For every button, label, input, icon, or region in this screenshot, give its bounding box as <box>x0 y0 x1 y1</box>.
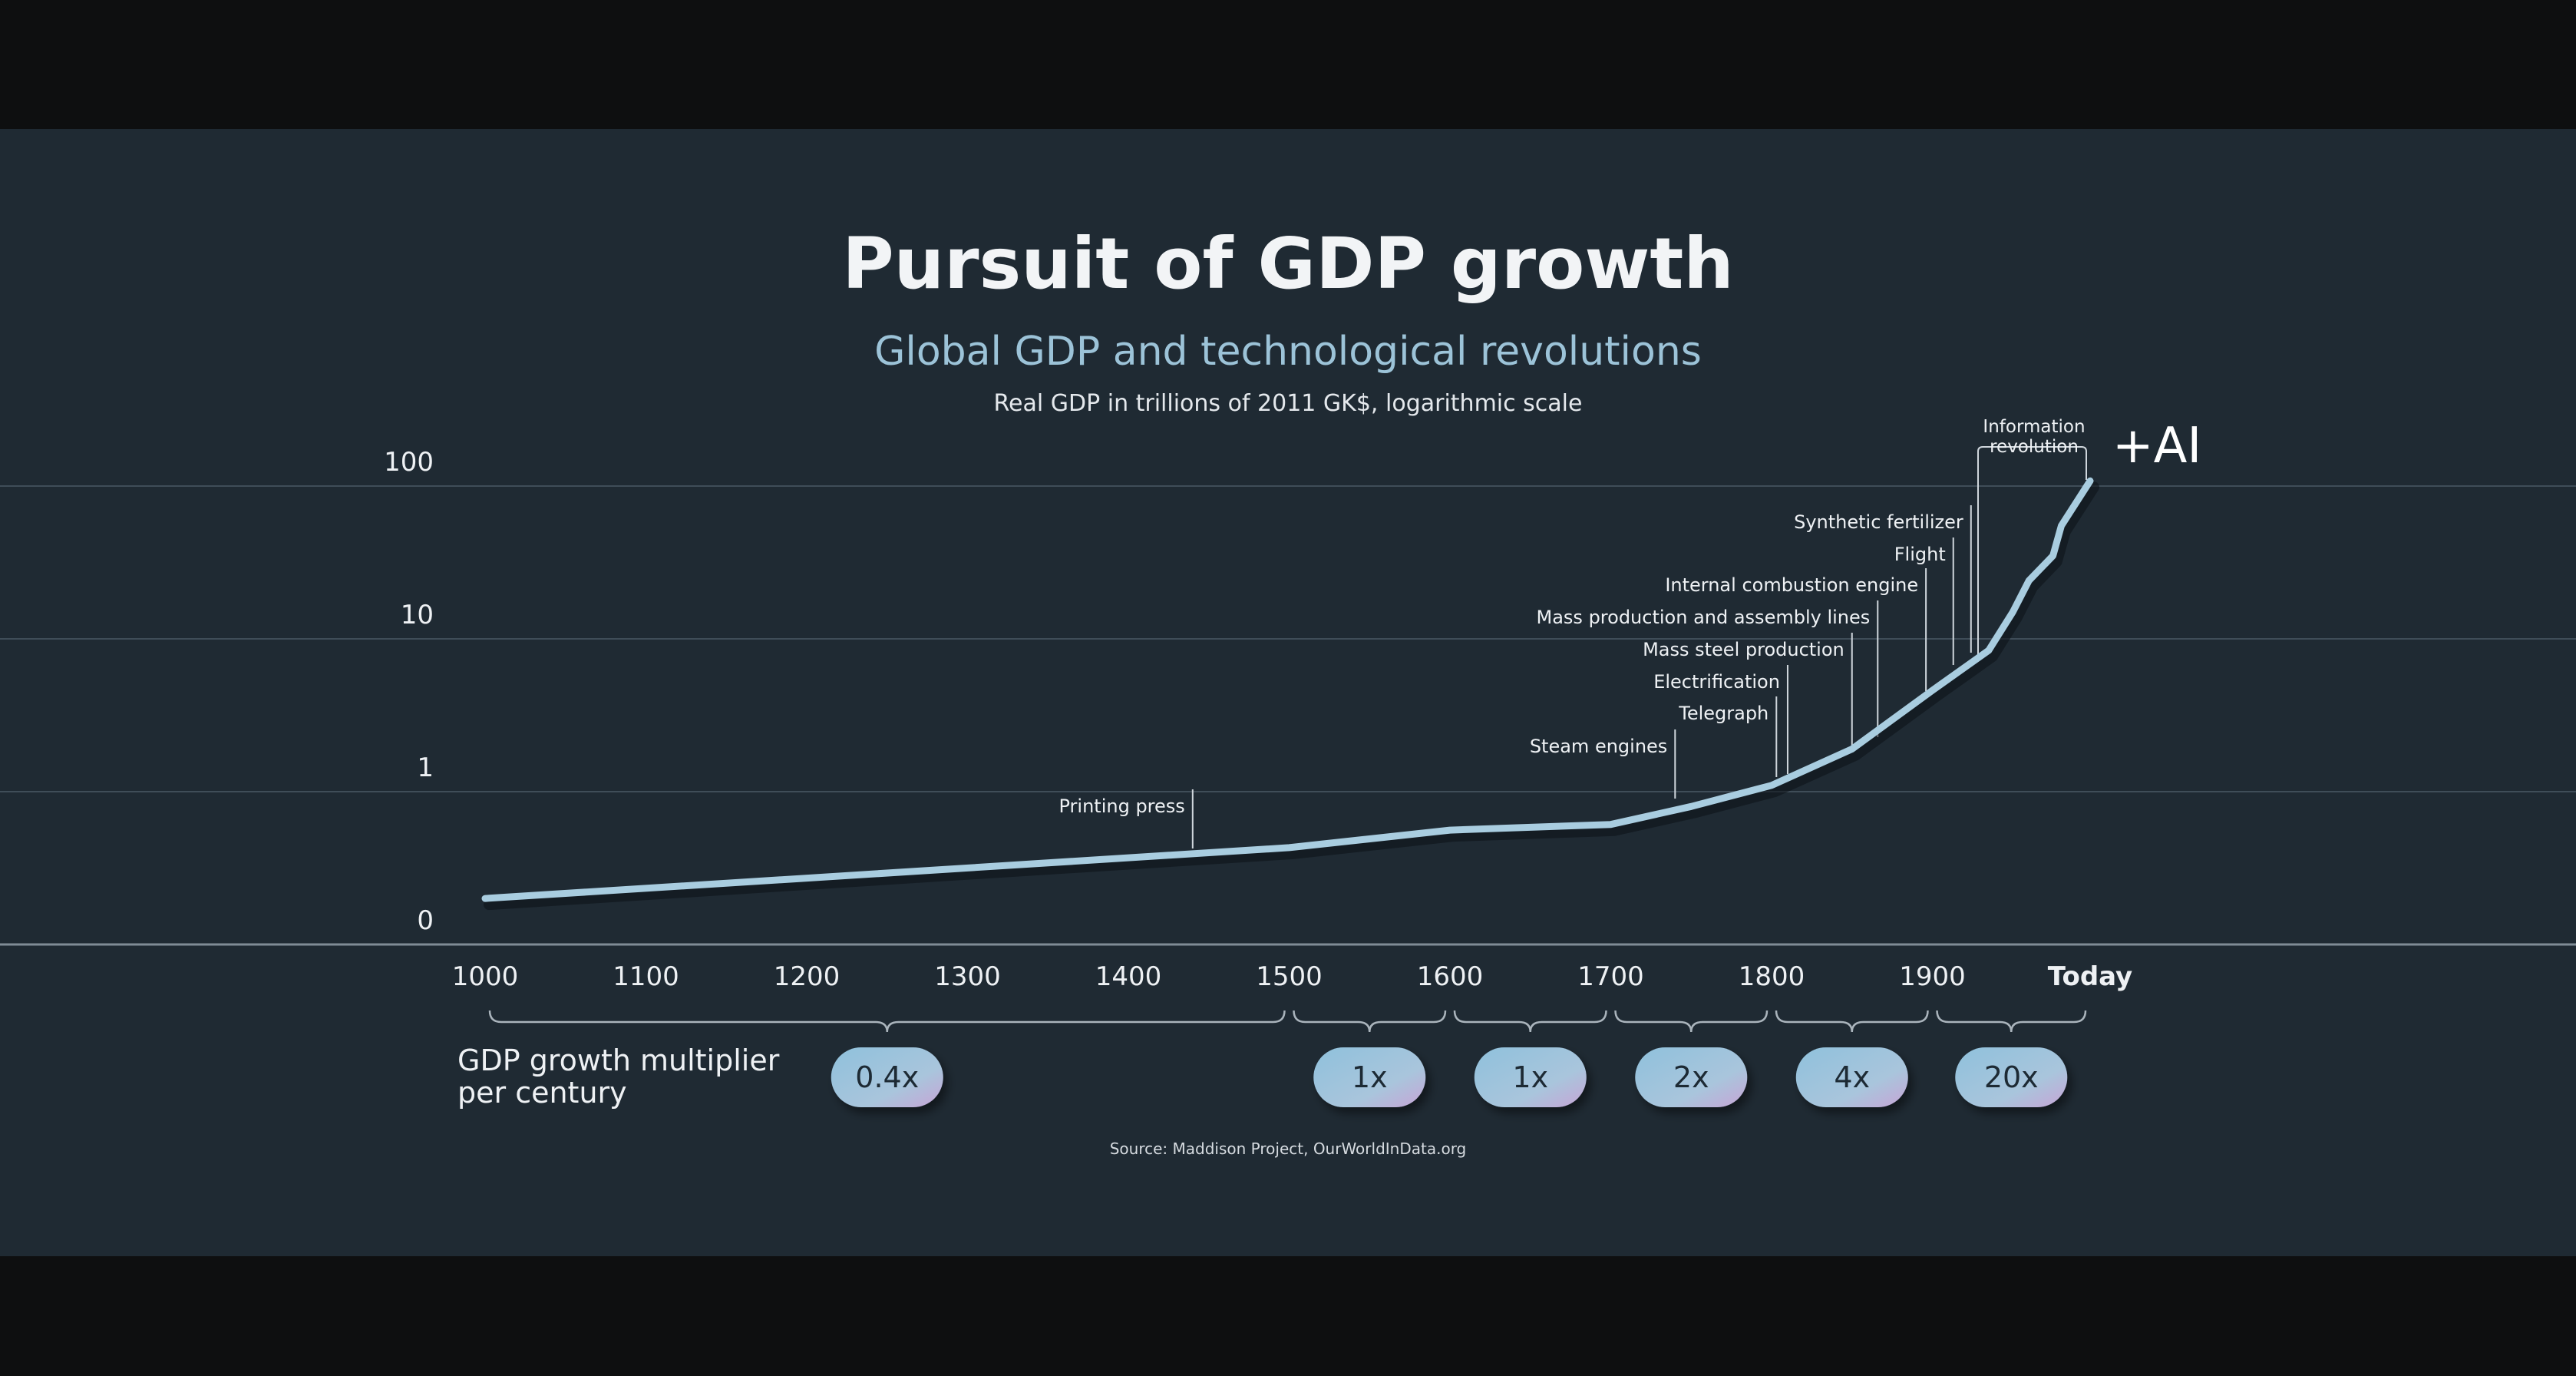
annotation-printing-press-label: Printing press <box>1059 796 1185 817</box>
x-tick-today: Today <box>2048 961 2132 992</box>
chart-subtitle: Global GDP and technological revolutions <box>874 329 1702 375</box>
y-tick-1: 1 <box>417 752 434 783</box>
multiplier-pill-5: 4x <box>1795 1047 1908 1107</box>
multiplier-pill-bg-5 <box>1795 1047 1908 1107</box>
multiplier-pill-1: 0.4x <box>831 1047 943 1107</box>
chart-title: Pursuit of GDP growth <box>842 223 1734 305</box>
multiplier-pill-6: 20x <box>1955 1047 2068 1107</box>
x-tick-1400: 1400 <box>1095 961 1162 992</box>
period-brace-1 <box>488 1010 1286 1033</box>
gdp-line <box>481 477 2094 902</box>
multiplier-pill-bg-6 <box>1955 1047 2068 1107</box>
period-brace-6 <box>1936 1010 2087 1033</box>
annotation-electrification-label: Electrification <box>1653 671 1780 693</box>
y-axis-unit-note: Real GDP in trillions of 2011 GK$, logar… <box>993 390 1583 417</box>
x-tick-1300: 1300 <box>934 961 1001 992</box>
annotation-steam-engines-label: Steam engines <box>1530 736 1667 757</box>
x-tick-1800: 1800 <box>1739 961 1805 992</box>
multiplier-pill-4: 2x <box>1635 1047 1748 1107</box>
annotation-telegraph-label: Telegraph <box>1678 703 1769 724</box>
annotation-flight-label: Flight <box>1894 544 1946 565</box>
y-tick-0: 0 <box>417 905 434 936</box>
multiplier-pill-3: 1x <box>1474 1047 1587 1107</box>
x-tick-1500: 1500 <box>1256 961 1323 992</box>
gdp-line-shadow <box>484 481 2099 911</box>
annotation-information-revolution-label-2: revolution <box>1990 437 2079 457</box>
multiplier-pill-2: 1x <box>1313 1047 1426 1107</box>
multiplier-pill-bg-3 <box>1474 1047 1587 1107</box>
multiplier-value-5: 4x <box>1834 1060 1870 1094</box>
annotation-synthetic-fertilizer-label: Synthetic fertilizer <box>1794 511 1963 533</box>
y-tick-10: 10 <box>401 600 434 630</box>
multiplier-value-6: 20x <box>1984 1060 2039 1094</box>
multiplier-pill-bg-2 <box>1313 1047 1426 1107</box>
y-tick-100: 100 <box>384 447 434 478</box>
x-tick-1900: 1900 <box>1899 961 1966 992</box>
x-tick-1000: 1000 <box>452 961 519 992</box>
slide-background <box>0 129 2576 1256</box>
top-letterbox <box>0 0 2576 129</box>
ai-callout: +AI <box>2112 418 2201 475</box>
annotation-mass-steel-production-label: Mass steel production <box>1643 639 1844 660</box>
x-tick-1700: 1700 <box>1577 961 1644 992</box>
multiplier-pill-bg-1 <box>831 1047 943 1107</box>
multiplier-value-3: 1x <box>1512 1060 1548 1094</box>
annotation-mass-production-and-assembly-lines-label: Mass production and assembly lines <box>1537 607 1871 628</box>
bottom-letterbox <box>0 1256 2576 1376</box>
x-tick-1200: 1200 <box>774 961 841 992</box>
period-brace-4 <box>1614 1010 1769 1033</box>
multiplier-value-1: 0.4x <box>855 1060 919 1094</box>
annotation-information-revolution-label-1: Information <box>1983 417 2085 437</box>
growth-multiplier-label: GDP growth multiplier per century <box>457 1044 780 1110</box>
annotation-information-revolution-leader <box>1977 446 2087 659</box>
multiplier-value-2: 1x <box>1352 1060 1388 1094</box>
x-tick-1100: 1100 <box>613 961 679 992</box>
x-tick-1600: 1600 <box>1417 961 1484 992</box>
period-brace-3 <box>1453 1010 1607 1033</box>
period-brace-2 <box>1293 1010 1447 1033</box>
annotation-internal-combustion-engine-label: Internal combustion engine <box>1665 574 1918 596</box>
period-brace-5 <box>1775 1010 1929 1033</box>
multiplier-value-4: 2x <box>1673 1060 1709 1094</box>
source-note: Source: Maddison Project, OurWorldInData… <box>1109 1140 1467 1158</box>
multiplier-pill-bg-4 <box>1635 1047 1748 1107</box>
